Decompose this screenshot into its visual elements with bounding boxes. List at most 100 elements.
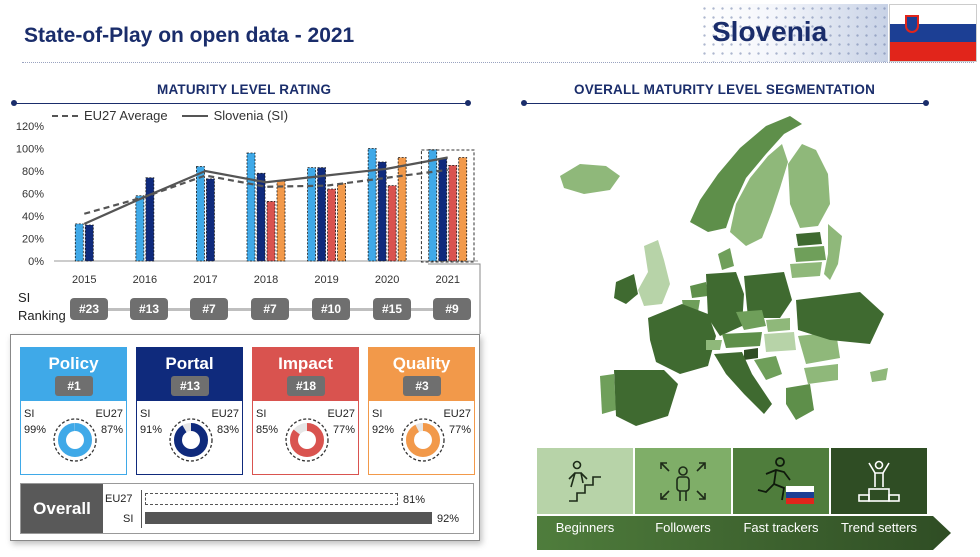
map-finland bbox=[788, 144, 830, 228]
dimension-rank-badge: #18 bbox=[287, 376, 325, 396]
y-tick-label: 0% bbox=[28, 256, 44, 268]
overall-eu27-label: EU27 bbox=[105, 493, 133, 505]
bar-policy bbox=[246, 152, 256, 262]
map-hungary bbox=[764, 332, 796, 352]
segmentation-rule bbox=[521, 100, 929, 106]
dimension-rank-badge: #3 bbox=[403, 376, 441, 396]
overall-label: Overall bbox=[21, 484, 103, 533]
bar-policy bbox=[135, 195, 145, 262]
dimension-card-header: Quality #3 bbox=[369, 348, 474, 401]
dimension-si-value: 91% bbox=[140, 424, 163, 436]
bar-quality bbox=[337, 182, 346, 262]
si-donut-arc bbox=[406, 423, 440, 457]
ranking-badge: #13 bbox=[130, 298, 168, 320]
dimension-name: Quality bbox=[392, 354, 451, 373]
page-header: State-of-Play on open data - 2021 Sloven… bbox=[0, 0, 980, 66]
dimension-card-body: SI EU27 92% 77% bbox=[369, 401, 474, 474]
bar-policy bbox=[196, 166, 205, 262]
overall-si-label: SI bbox=[123, 513, 134, 525]
chart-legend: EU27 Average Slovenia (SI) bbox=[52, 108, 288, 123]
dimension-donut bbox=[401, 418, 445, 462]
highlight-2021-box bbox=[420, 149, 475, 263]
map-poland bbox=[744, 272, 792, 318]
overall-eu27-bar bbox=[145, 493, 398, 505]
legend-eu27-label: EU27 Average bbox=[84, 108, 168, 123]
x-tick-label: 2018 bbox=[254, 274, 278, 286]
overall-si-value: 92% bbox=[437, 513, 460, 525]
dimension-si-label: SI bbox=[24, 408, 35, 420]
europe-map bbox=[560, 116, 888, 426]
person-arrows-icon bbox=[660, 462, 706, 501]
map-netherlands bbox=[690, 282, 708, 298]
stairs-climber-icon bbox=[568, 460, 601, 502]
dimension-eu27-value: 77% bbox=[332, 424, 355, 436]
map-germany bbox=[706, 272, 744, 336]
country-name: Slovenia bbox=[712, 16, 828, 47]
map-switzerland bbox=[706, 340, 722, 350]
x-tick-label: 2015 bbox=[72, 274, 96, 286]
map-croatia bbox=[754, 356, 782, 380]
bar-quality bbox=[397, 157, 407, 262]
dimension-si-label: SI bbox=[256, 408, 267, 420]
bar-policy bbox=[428, 149, 438, 262]
eu27-dashed-ring bbox=[53, 418, 97, 462]
segment-fast-trackers-label: Fast trackers bbox=[743, 520, 819, 535]
segmentation-title: OVERALL MATURITY LEVEL SEGMENTATION bbox=[574, 82, 876, 97]
overall-axis bbox=[141, 490, 142, 528]
map-portugal bbox=[600, 374, 616, 414]
slovenia-line bbox=[83, 156, 448, 225]
y-tick-label: 80% bbox=[22, 166, 44, 178]
segment-fast-trackers-tile bbox=[733, 448, 829, 514]
header-divider bbox=[22, 62, 974, 63]
slovenia-flag-icon bbox=[786, 486, 814, 504]
map-uk bbox=[638, 240, 670, 306]
maturity-bar-chart: 0% 20% 40% 60% 80% 100% 120% 2015 2016 2017 2018 20… bbox=[16, 121, 478, 286]
dimension-card-body: SI EU27 99% 87% bbox=[21, 401, 126, 474]
y-tick-label: 60% bbox=[22, 189, 44, 201]
bar-policy bbox=[74, 223, 84, 262]
bar-quality bbox=[276, 180, 286, 262]
eu27-dashed-ring bbox=[285, 418, 329, 462]
map-norway bbox=[690, 116, 802, 232]
dimension-rank-badge: #13 bbox=[171, 376, 209, 396]
map-greece bbox=[786, 384, 814, 420]
slovenia-flag-icon bbox=[889, 4, 977, 62]
dimension-donut bbox=[169, 418, 213, 462]
dimension-card-body: SI EU27 91% 83% bbox=[137, 401, 242, 474]
legend-eu27: EU27 Average bbox=[52, 108, 168, 123]
map-austria bbox=[722, 332, 762, 348]
legend-slovenia-label: Slovenia (SI) bbox=[213, 108, 289, 123]
map-romania bbox=[798, 332, 840, 364]
map-iceland bbox=[560, 164, 620, 194]
segment-beginners-label: Beginners bbox=[555, 520, 615, 535]
dimension-eu27-value: 83% bbox=[216, 424, 239, 436]
map-spain bbox=[614, 370, 678, 426]
dimension-name: Portal bbox=[165, 354, 214, 373]
x-tick-label: 2021 bbox=[435, 274, 459, 286]
overall-score-box: Overall EU27 SI 81% 92% bbox=[20, 483, 474, 534]
segment-beginners-tile bbox=[537, 448, 633, 514]
bar-impact bbox=[387, 185, 397, 262]
bar-portal bbox=[84, 224, 94, 262]
map-denmark bbox=[718, 248, 734, 270]
network-pattern bbox=[700, 4, 888, 62]
ranking-label-si: SI bbox=[18, 290, 31, 305]
bar-portal bbox=[377, 161, 387, 262]
dimension-si-label: SI bbox=[140, 408, 151, 420]
si-donut-arc bbox=[58, 423, 92, 457]
dimension-card-header: Portal #13 bbox=[137, 348, 242, 401]
country-banner: Slovenia bbox=[700, 4, 888, 62]
podium-winner-icon bbox=[858, 460, 900, 502]
map-slovakia bbox=[766, 318, 790, 332]
dimension-card-portal: Portal #13 SI EU27 91% 83% bbox=[136, 347, 243, 475]
map-lithuania bbox=[790, 262, 822, 278]
bar-impact bbox=[266, 200, 276, 262]
bar-portal bbox=[145, 177, 155, 262]
runner-icon bbox=[757, 457, 814, 504]
bar-portal bbox=[438, 158, 448, 262]
segmentation-legend: Beginners Followers Fast trackers Trend … bbox=[537, 448, 957, 552]
dimension-donut bbox=[285, 418, 329, 462]
segment-trend-setters-label: Trend setters bbox=[840, 520, 918, 535]
map-czechia bbox=[736, 310, 766, 330]
map-estonia bbox=[796, 232, 822, 246]
